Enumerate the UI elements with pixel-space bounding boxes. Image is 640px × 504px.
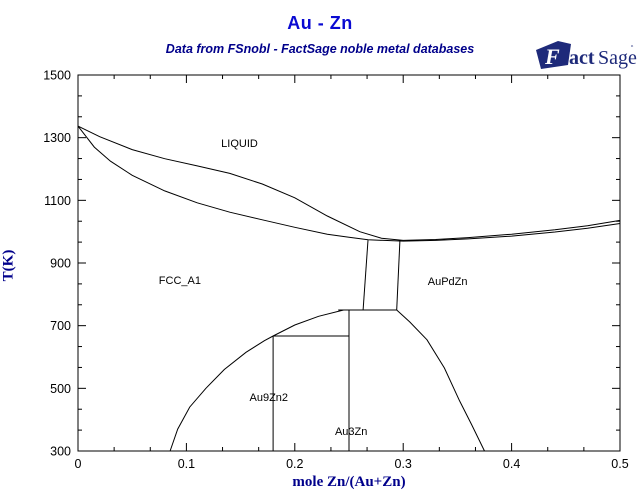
- logo-tm-mark: “: [631, 45, 634, 52]
- series-fcc-solvus-right: [396, 309, 485, 452]
- logo-letter-f: F: [544, 44, 560, 69]
- y-tick-label: 500: [50, 382, 71, 396]
- x-tick-label: 0.2: [286, 457, 303, 471]
- series-fcc-solvus-left: [169, 309, 344, 452]
- y-tick-label: 1300: [43, 131, 71, 145]
- y-tick-label: 1500: [43, 69, 71, 83]
- x-tick-label: 0.1: [178, 457, 195, 471]
- y-tick-label: 1100: [44, 194, 71, 208]
- logo-text-act: act: [569, 47, 595, 69]
- y-tick-label: 900: [50, 257, 71, 271]
- x-axis-title: mole Zn/(Au+Zn): [292, 474, 406, 490]
- factsage-logo: F act Sage “: [534, 40, 638, 70]
- page-subtitle: Data from FSnobl - FactSage noble metal …: [165, 42, 475, 56]
- phase-label-aupdzn: AuPdZn: [428, 276, 468, 288]
- factsage-logo-graphic: F act Sage “: [536, 41, 637, 69]
- series-fcc-aupdzn-right-boundary: [396, 240, 401, 311]
- y-tick-label: 300: [50, 445, 71, 459]
- phase-label-au3zn: Au3Zn: [335, 426, 367, 438]
- series-liquidus: [77, 125, 621, 241]
- series-fcc-aupdzn-left-boundary: [362, 240, 369, 311]
- phase-label-fcc_a1: FCC_A1: [159, 275, 201, 287]
- y-tick-label: 700: [50, 319, 71, 333]
- x-tick-label: 0: [75, 457, 82, 471]
- x-tick-label: 0.3: [395, 457, 412, 471]
- logo-text-sage: Sage: [598, 47, 637, 69]
- logo-banner-shape: [536, 41, 571, 69]
- phase-label-au9zn2: Au9Zn2: [250, 392, 289, 404]
- phase-label-liquid: LIQUID: [221, 138, 258, 150]
- page-title: Au - Zn: [287, 13, 353, 33]
- series-solidus: [77, 125, 621, 242]
- x-tick-label: 0.5: [611, 457, 628, 471]
- x-tick-label: 0.4: [503, 457, 520, 471]
